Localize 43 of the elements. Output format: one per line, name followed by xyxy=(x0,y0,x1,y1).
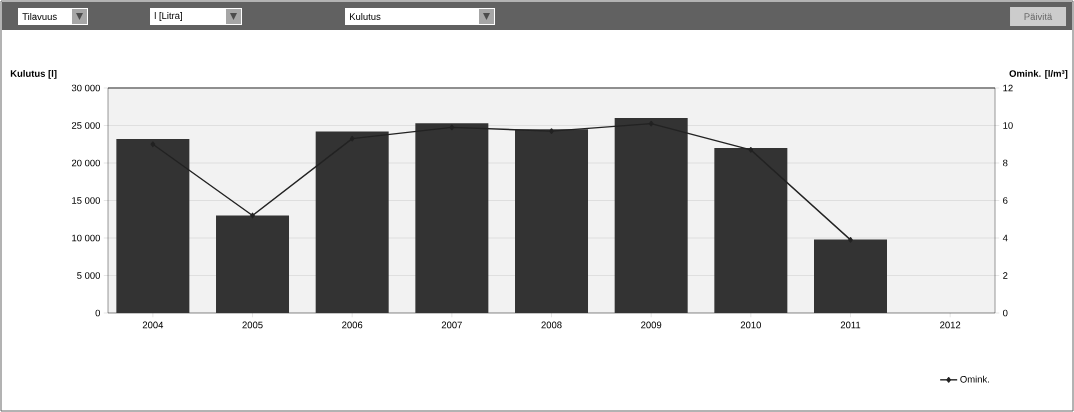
y2-tick-label: 12 xyxy=(1003,84,1013,92)
point xyxy=(748,146,754,153)
x-tick-label: 2005 xyxy=(242,321,263,329)
x-tick-label: 2007 xyxy=(441,321,462,329)
y2-tick-label: 4 xyxy=(1002,234,1008,242)
y2-tick-label: 6 xyxy=(1003,197,1008,204)
y2-axis-title: Omink. [l/m³] xyxy=(1009,69,1068,79)
y2-tick-label: 10 xyxy=(1003,122,1013,129)
y-tick-label: 5 000 xyxy=(77,272,101,279)
x-tick-label: 2004 xyxy=(142,321,164,329)
x-tick-label: 2006 xyxy=(342,321,363,329)
y-tick-label: 20 000 xyxy=(71,159,101,167)
point xyxy=(449,124,455,131)
text: l [Litra] xyxy=(154,12,182,21)
y2-tick-label: 0 xyxy=(1003,309,1008,317)
point xyxy=(848,236,853,243)
text: Kulutus xyxy=(349,13,381,20)
bar xyxy=(614,118,688,313)
y2-tick-label: 2 xyxy=(1003,272,1008,279)
x-tick-label: 2012 xyxy=(940,321,961,329)
x-tick-label: 2010 xyxy=(740,321,761,329)
bar xyxy=(315,131,389,313)
legend-label: Omink. xyxy=(960,375,989,383)
y-tick-label: 10 000 xyxy=(72,234,101,242)
y-tick-label: 15 000 xyxy=(72,197,101,204)
bar xyxy=(216,215,290,313)
bar xyxy=(515,129,589,313)
x-tick-label: 2008 xyxy=(541,321,562,329)
point xyxy=(549,128,554,135)
bar xyxy=(116,139,190,313)
x-tick-label: 2011 xyxy=(840,321,861,329)
y-tick-label: 30 000 xyxy=(71,84,101,92)
point xyxy=(250,212,255,219)
y-axis-title: Kulutus [l] xyxy=(10,69,57,79)
text: Päivitä xyxy=(1024,13,1053,20)
bar xyxy=(814,239,888,313)
y2-tick-label: 8 xyxy=(1003,159,1008,167)
bar xyxy=(714,148,788,313)
x-tick-label: 2009 xyxy=(641,321,662,329)
y-tick-label: 0 xyxy=(95,309,101,317)
y-tick-label: 25 000 xyxy=(71,122,101,129)
bar xyxy=(415,123,489,313)
text: Tilavuus xyxy=(22,13,57,20)
